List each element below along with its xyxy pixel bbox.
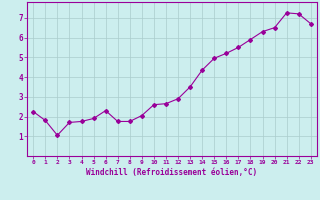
X-axis label: Windchill (Refroidissement éolien,°C): Windchill (Refroidissement éolien,°C) — [86, 168, 258, 177]
